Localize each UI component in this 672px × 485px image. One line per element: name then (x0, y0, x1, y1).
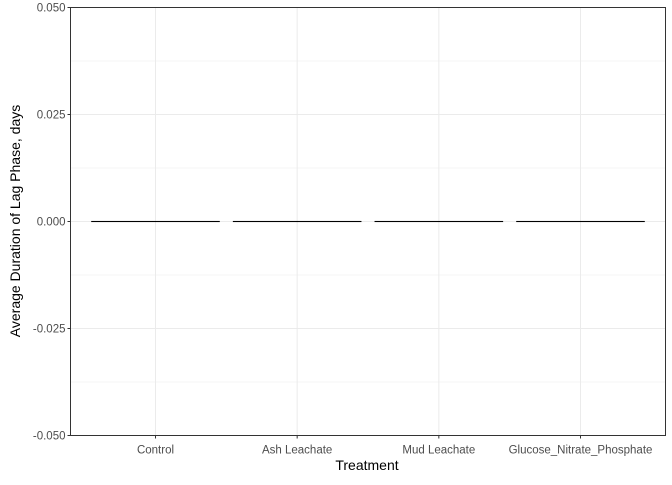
x-tick-label: Control (137, 445, 174, 457)
y-tick-label: -0.025 (33, 324, 66, 336)
x-tick-label: Mud Leachate (402, 445, 475, 457)
y-tick-label: 0.050 (37, 3, 66, 15)
x-tick-label: Glucose_Nitrate_Phosphate (509, 445, 653, 457)
y-tick-label: 0.025 (37, 110, 66, 122)
y-axis-title: Average Duration of Lag Phase, days (7, 105, 23, 337)
x-tick-label: Ash Leachate (262, 445, 332, 457)
x-axis-title: Treatment (335, 457, 398, 473)
y-tick-label: -0.050 (33, 431, 66, 443)
y-tick-label: 0.000 (37, 217, 66, 229)
